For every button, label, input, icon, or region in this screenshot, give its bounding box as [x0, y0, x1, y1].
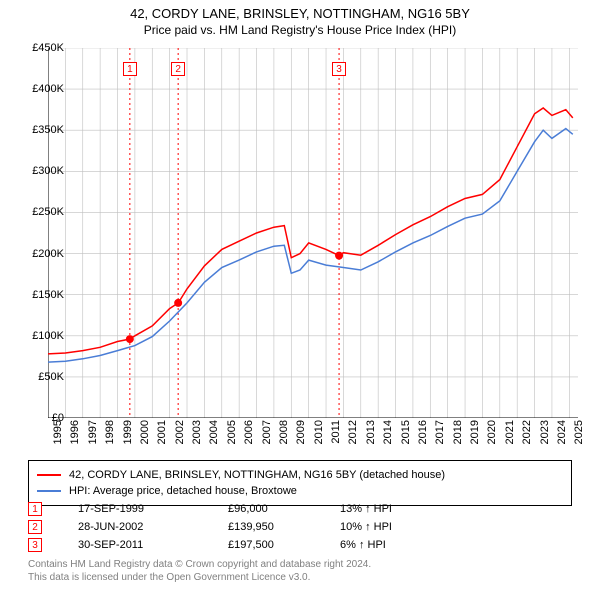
x-tick-label: 2001 — [156, 420, 168, 444]
x-tick-label: 2025 — [573, 420, 585, 444]
x-tick-label: 2005 — [226, 420, 238, 444]
y-tick-label: £250K — [20, 206, 64, 218]
x-tick-label: 2011 — [330, 420, 342, 444]
y-tick-label: £300K — [20, 165, 64, 177]
sale-index-badge: 1 — [28, 502, 42, 516]
y-tick-label: £150K — [20, 289, 64, 301]
x-tick-label: 2019 — [469, 420, 481, 444]
x-tick-label: 2010 — [313, 420, 325, 444]
sale-pct: 13% ↑ HPI — [340, 503, 450, 515]
x-tick-label: 2008 — [278, 420, 290, 444]
x-tick-label: 1998 — [104, 420, 116, 444]
x-tick-label: 2015 — [400, 420, 412, 444]
sale-marker-label: 2 — [171, 62, 185, 76]
sale-date: 28-JUN-2002 — [78, 521, 228, 533]
sale-price: £96,000 — [228, 503, 340, 515]
x-tick-label: 2004 — [208, 420, 220, 444]
legend-swatch — [37, 490, 61, 492]
x-tick-label: 1999 — [122, 420, 134, 444]
footer: Contains HM Land Registry data © Crown c… — [28, 558, 371, 584]
sale-date: 30-SEP-2011 — [78, 539, 228, 551]
x-tick-label: 2012 — [347, 420, 359, 444]
sale-pct: 6% ↑ HPI — [340, 539, 450, 551]
sale-index-badge: 2 — [28, 520, 42, 534]
x-tick-label: 2024 — [556, 420, 568, 444]
y-tick-label: £400K — [20, 83, 64, 95]
table-row: 2 28-JUN-2002 £139,950 10% ↑ HPI — [28, 518, 572, 536]
footer-line: This data is licensed under the Open Gov… — [28, 571, 371, 584]
page-title: 42, CORDY LANE, BRINSLEY, NOTTINGHAM, NG… — [0, 6, 600, 21]
y-tick-label: £100K — [20, 330, 64, 342]
table-row: 3 30-SEP-2011 £197,500 6% ↑ HPI — [28, 536, 572, 554]
sale-pct: 10% ↑ HPI — [340, 521, 450, 533]
x-tick-label: 2022 — [521, 420, 533, 444]
sale-marker-label: 1 — [123, 62, 137, 76]
x-tick-label: 2013 — [365, 420, 377, 444]
page-subtitle: Price paid vs. HM Land Registry's House … — [0, 23, 600, 37]
chart — [48, 48, 578, 418]
y-tick-label: £350K — [20, 124, 64, 136]
sale-price: £139,950 — [228, 521, 340, 533]
sale-price: £197,500 — [228, 539, 340, 551]
legend-label: 42, CORDY LANE, BRINSLEY, NOTTINGHAM, NG… — [69, 469, 445, 481]
x-tick-label: 2000 — [139, 420, 151, 444]
x-tick-label: 1997 — [87, 420, 99, 444]
y-tick-label: £200K — [20, 248, 64, 260]
x-tick-label: 2009 — [295, 420, 307, 444]
legend-label: HPI: Average price, detached house, Brox… — [69, 485, 297, 497]
sale-date: 17-SEP-1999 — [78, 503, 228, 515]
x-tick-label: 2014 — [382, 420, 394, 444]
x-tick-label: 2017 — [434, 420, 446, 444]
x-tick-label: 2018 — [452, 420, 464, 444]
footer-line: Contains HM Land Registry data © Crown c… — [28, 558, 371, 571]
x-tick-label: 2021 — [504, 420, 516, 444]
x-tick-label: 2007 — [261, 420, 273, 444]
x-tick-label: 2016 — [417, 420, 429, 444]
legend-item: 42, CORDY LANE, BRINSLEY, NOTTINGHAM, NG… — [37, 467, 563, 483]
y-tick-label: £50K — [20, 371, 64, 383]
y-tick-label: £450K — [20, 42, 64, 54]
legend-swatch — [37, 474, 61, 476]
x-tick-label: 2023 — [539, 420, 551, 444]
x-tick-label: 2020 — [486, 420, 498, 444]
x-tick-label: 2003 — [191, 420, 203, 444]
table-row: 1 17-SEP-1999 £96,000 13% ↑ HPI — [28, 500, 572, 518]
legend-item: HPI: Average price, detached house, Brox… — [37, 483, 563, 499]
sales-table: 1 17-SEP-1999 £96,000 13% ↑ HPI 2 28-JUN… — [28, 500, 572, 554]
x-tick-label: 1996 — [69, 420, 81, 444]
sale-marker-label: 3 — [332, 62, 346, 76]
sale-index-badge: 3 — [28, 538, 42, 552]
x-tick-label: 2006 — [243, 420, 255, 444]
x-tick-label: 2002 — [174, 420, 186, 444]
x-tick-label: 1995 — [52, 420, 64, 444]
